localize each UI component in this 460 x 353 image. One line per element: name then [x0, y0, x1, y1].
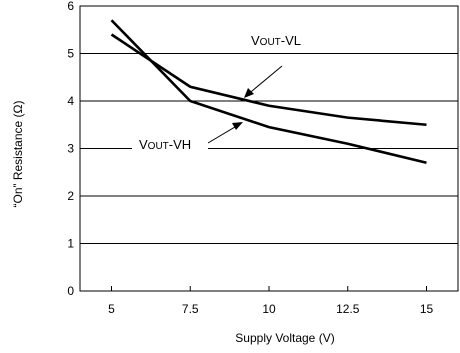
callout-vh-box	[132, 130, 208, 156]
x-axis-title: Supply Voltage (V)	[235, 331, 334, 345]
x-tick-label: 10	[262, 302, 276, 316]
series-line-0	[110, 33, 427, 127]
series-label-vout-vh: VOUT-VH	[139, 137, 191, 152]
y-axis-title: “On” Resistance (Ω)	[11, 101, 25, 208]
y-tick-label: 6	[67, 0, 74, 13]
axis-ticks: 0 1 2 3 4 5 6 5 7.5 10 12.5 15	[67, 0, 433, 316]
y-tick-label: 3	[67, 142, 74, 156]
callout-vl-box	[240, 26, 318, 52]
callout-vout-vh: VOUT-VH	[132, 122, 243, 156]
callout-vh-arrowhead	[232, 122, 243, 130]
y-tick-label: 1	[67, 237, 74, 251]
callout-vl-leader	[245, 65, 283, 97]
x-tick-label: 12.5	[336, 302, 360, 316]
y-tick-label: 5	[67, 47, 74, 61]
y-tick-label: 2	[67, 189, 74, 203]
x-tick-label: 15	[420, 302, 434, 316]
series-label-vout-vl: VOUT-VL	[251, 33, 301, 48]
series-lines	[110, 19, 427, 165]
callout-vout-vl: VOUT-VL	[240, 26, 318, 98]
series-line-1	[110, 19, 427, 165]
x-tick-label: 5	[108, 302, 115, 316]
x-tick-label: 7.5	[182, 302, 199, 316]
callout-vl-arrowhead	[244, 88, 254, 98]
y-tick-label: 4	[67, 94, 74, 108]
y-tick-label: 0	[67, 284, 74, 298]
